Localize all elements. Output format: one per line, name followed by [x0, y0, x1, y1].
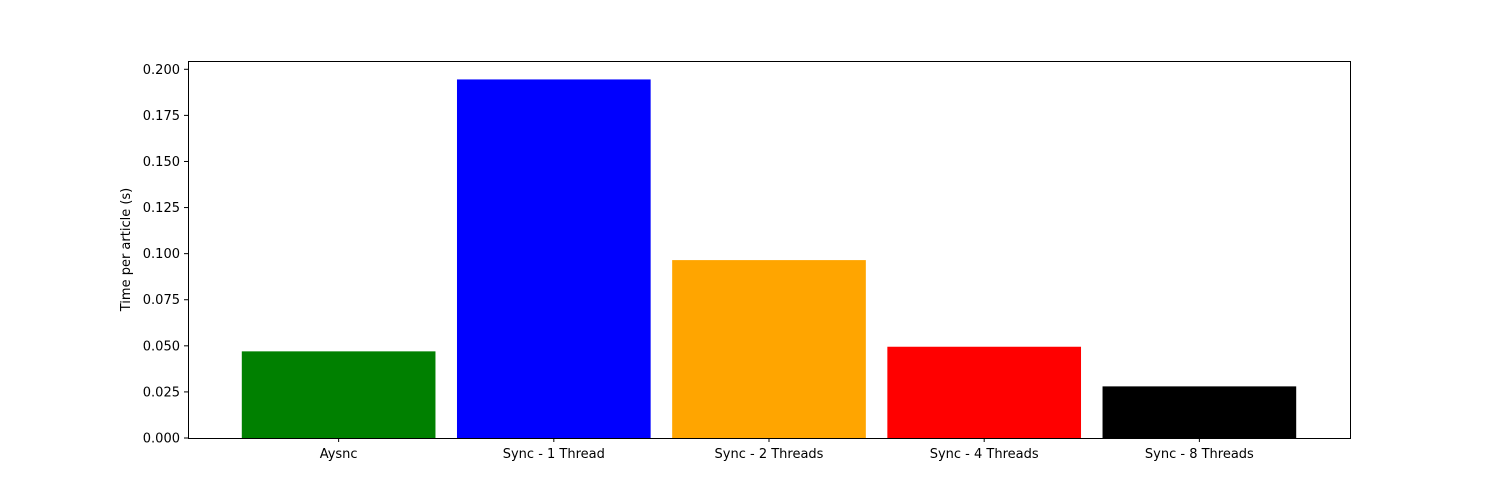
y-tick-label: 0.050 — [143, 339, 180, 354]
bars-group — [241, 79, 1297, 438]
y-tick-label: 0.200 — [143, 63, 180, 78]
bar-3 — [887, 346, 1082, 438]
bar-4 — [1102, 386, 1297, 438]
y-tick-label: 0.150 — [143, 155, 180, 170]
x-tick-label: Sync - 1 Thread — [503, 447, 605, 462]
x-tick-label: Sync - 2 Threads — [715, 447, 824, 462]
y-tick-label: 0.125 — [143, 201, 180, 216]
bar-2 — [672, 260, 866, 438]
x-tick-label: Sync - 4 Threads — [930, 447, 1039, 462]
y-tick-label: 0.175 — [143, 109, 180, 124]
y-tick-label: 0.025 — [143, 385, 180, 400]
y-axis-label: Time per article (s) — [119, 188, 134, 313]
x-tick-label: Aysnc — [320, 447, 358, 462]
y-tick-label: 0.100 — [143, 247, 180, 262]
x-tick-label: Sync - 8 Threads — [1145, 447, 1254, 462]
bar-1 — [456, 79, 651, 438]
bar-0 — [241, 351, 436, 438]
x-axis: Aysnc Sync - 1 Thread Sync - 2 Threads Sync… — [320, 438, 1254, 462]
y-tick-label: 0.000 — [143, 432, 180, 447]
y-tick-label: 0.075 — [143, 293, 180, 308]
y-axis: 0.000 0.025 0.050 0.075 0.100 0.125 0.150 0.175… — [143, 63, 188, 447]
plot-frame — [188, 61, 1351, 439]
